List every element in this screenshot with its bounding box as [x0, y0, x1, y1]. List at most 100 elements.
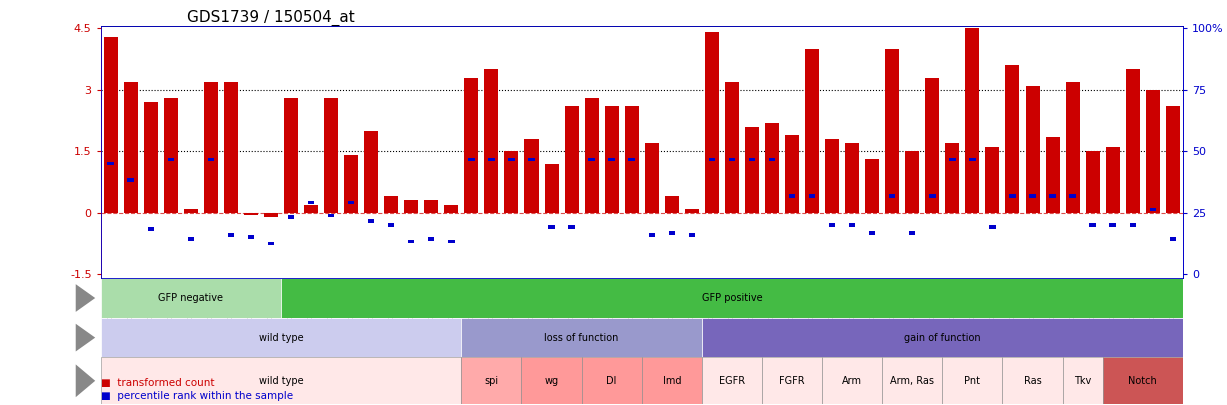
Bar	[448, 239, 454, 243]
Bar	[885, 49, 899, 213]
Bar	[469, 158, 475, 161]
Bar	[769, 158, 775, 161]
Bar	[308, 200, 314, 204]
Bar	[1045, 137, 1060, 213]
Bar	[1010, 194, 1016, 198]
Bar	[865, 160, 880, 213]
Bar	[244, 213, 258, 215]
Bar	[524, 139, 539, 213]
Polygon shape	[76, 284, 96, 312]
Bar	[1109, 223, 1115, 227]
Bar	[669, 231, 675, 235]
Text: Dl: Dl	[606, 376, 617, 386]
Bar	[969, 158, 975, 161]
Bar	[168, 158, 174, 161]
Bar	[428, 237, 434, 241]
Bar	[950, 158, 956, 161]
Text: GDS1739 / 150504_at: GDS1739 / 150504_at	[188, 10, 355, 26]
Bar	[825, 139, 839, 213]
Bar	[248, 235, 254, 239]
Bar	[485, 69, 498, 213]
Bar	[582, 357, 642, 404]
Bar	[364, 131, 378, 213]
Bar	[1002, 357, 1063, 404]
Bar	[568, 225, 574, 229]
Bar	[1146, 90, 1160, 213]
Bar	[809, 194, 815, 198]
Bar	[344, 156, 358, 213]
Bar	[609, 158, 615, 161]
Text: FGFR: FGFR	[779, 376, 805, 386]
Bar	[785, 135, 799, 213]
Bar	[685, 209, 699, 213]
Bar	[745, 127, 760, 213]
Bar	[108, 162, 114, 165]
Bar	[748, 158, 755, 161]
Bar	[264, 213, 279, 217]
Bar	[1063, 357, 1103, 404]
Bar	[288, 215, 294, 219]
Bar	[128, 178, 134, 182]
Text: GFP positive: GFP positive	[702, 293, 762, 303]
Bar	[805, 49, 820, 213]
Bar	[1029, 194, 1036, 198]
Bar	[101, 278, 281, 318]
Bar	[488, 158, 494, 161]
Bar	[702, 357, 762, 404]
Text: Arm: Arm	[842, 376, 863, 386]
Bar	[545, 164, 558, 213]
Bar	[869, 231, 875, 235]
Bar	[404, 200, 418, 213]
Bar	[304, 205, 318, 213]
Bar	[1005, 65, 1020, 213]
Bar	[368, 219, 374, 223]
Bar	[223, 82, 238, 213]
Text: ■  transformed count: ■ transformed count	[101, 378, 215, 388]
Bar	[409, 239, 415, 243]
Bar	[1065, 82, 1080, 213]
Bar	[1070, 194, 1076, 198]
Bar	[584, 98, 599, 213]
Bar	[461, 357, 521, 404]
Bar	[1090, 223, 1096, 227]
Bar	[348, 200, 355, 204]
Bar	[729, 158, 735, 161]
Bar	[906, 151, 919, 213]
Bar	[384, 196, 399, 213]
Text: gain of function: gain of function	[904, 333, 980, 343]
Bar	[942, 357, 1002, 404]
Polygon shape	[76, 364, 96, 397]
Bar	[101, 318, 461, 357]
Bar	[1106, 147, 1120, 213]
Bar	[564, 106, 579, 213]
Bar	[709, 158, 715, 161]
Bar	[1125, 69, 1140, 213]
Bar	[966, 28, 979, 213]
Bar	[1150, 208, 1156, 211]
Bar	[725, 82, 739, 213]
Bar	[764, 123, 779, 213]
Text: Imd: Imd	[663, 376, 681, 386]
Bar	[267, 241, 274, 245]
Bar	[1086, 151, 1099, 213]
Bar	[328, 214, 334, 217]
Text: wg: wg	[545, 376, 558, 386]
Bar	[281, 278, 1183, 318]
Bar	[925, 77, 940, 213]
Text: Pnt: Pnt	[964, 376, 980, 386]
Bar	[529, 158, 535, 161]
Bar	[1103, 357, 1183, 404]
Text: ■  percentile rank within the sample: ■ percentile rank within the sample	[101, 391, 293, 401]
Bar	[521, 357, 582, 404]
Bar	[605, 106, 618, 213]
Bar	[461, 318, 702, 357]
Bar	[989, 225, 995, 229]
Text: EGFR: EGFR	[719, 376, 745, 386]
Bar	[789, 194, 795, 198]
Bar	[283, 98, 298, 213]
Bar	[1026, 86, 1039, 213]
Bar	[504, 151, 519, 213]
Bar	[644, 143, 659, 213]
Text: spi: spi	[485, 376, 498, 386]
Bar	[207, 158, 213, 161]
